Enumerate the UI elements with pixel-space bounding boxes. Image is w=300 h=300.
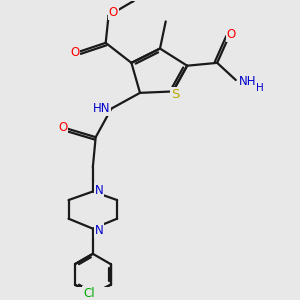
Text: O: O [109,6,118,19]
Text: Cl: Cl [83,287,95,300]
Text: O: O [70,46,80,59]
Text: O: O [227,28,236,41]
Text: N: N [95,224,103,237]
Text: O: O [58,121,68,134]
Text: HN: HN [92,102,110,115]
Text: N: N [95,184,103,196]
Text: H: H [256,83,263,93]
Text: S: S [171,88,179,101]
Text: NH: NH [238,75,256,88]
